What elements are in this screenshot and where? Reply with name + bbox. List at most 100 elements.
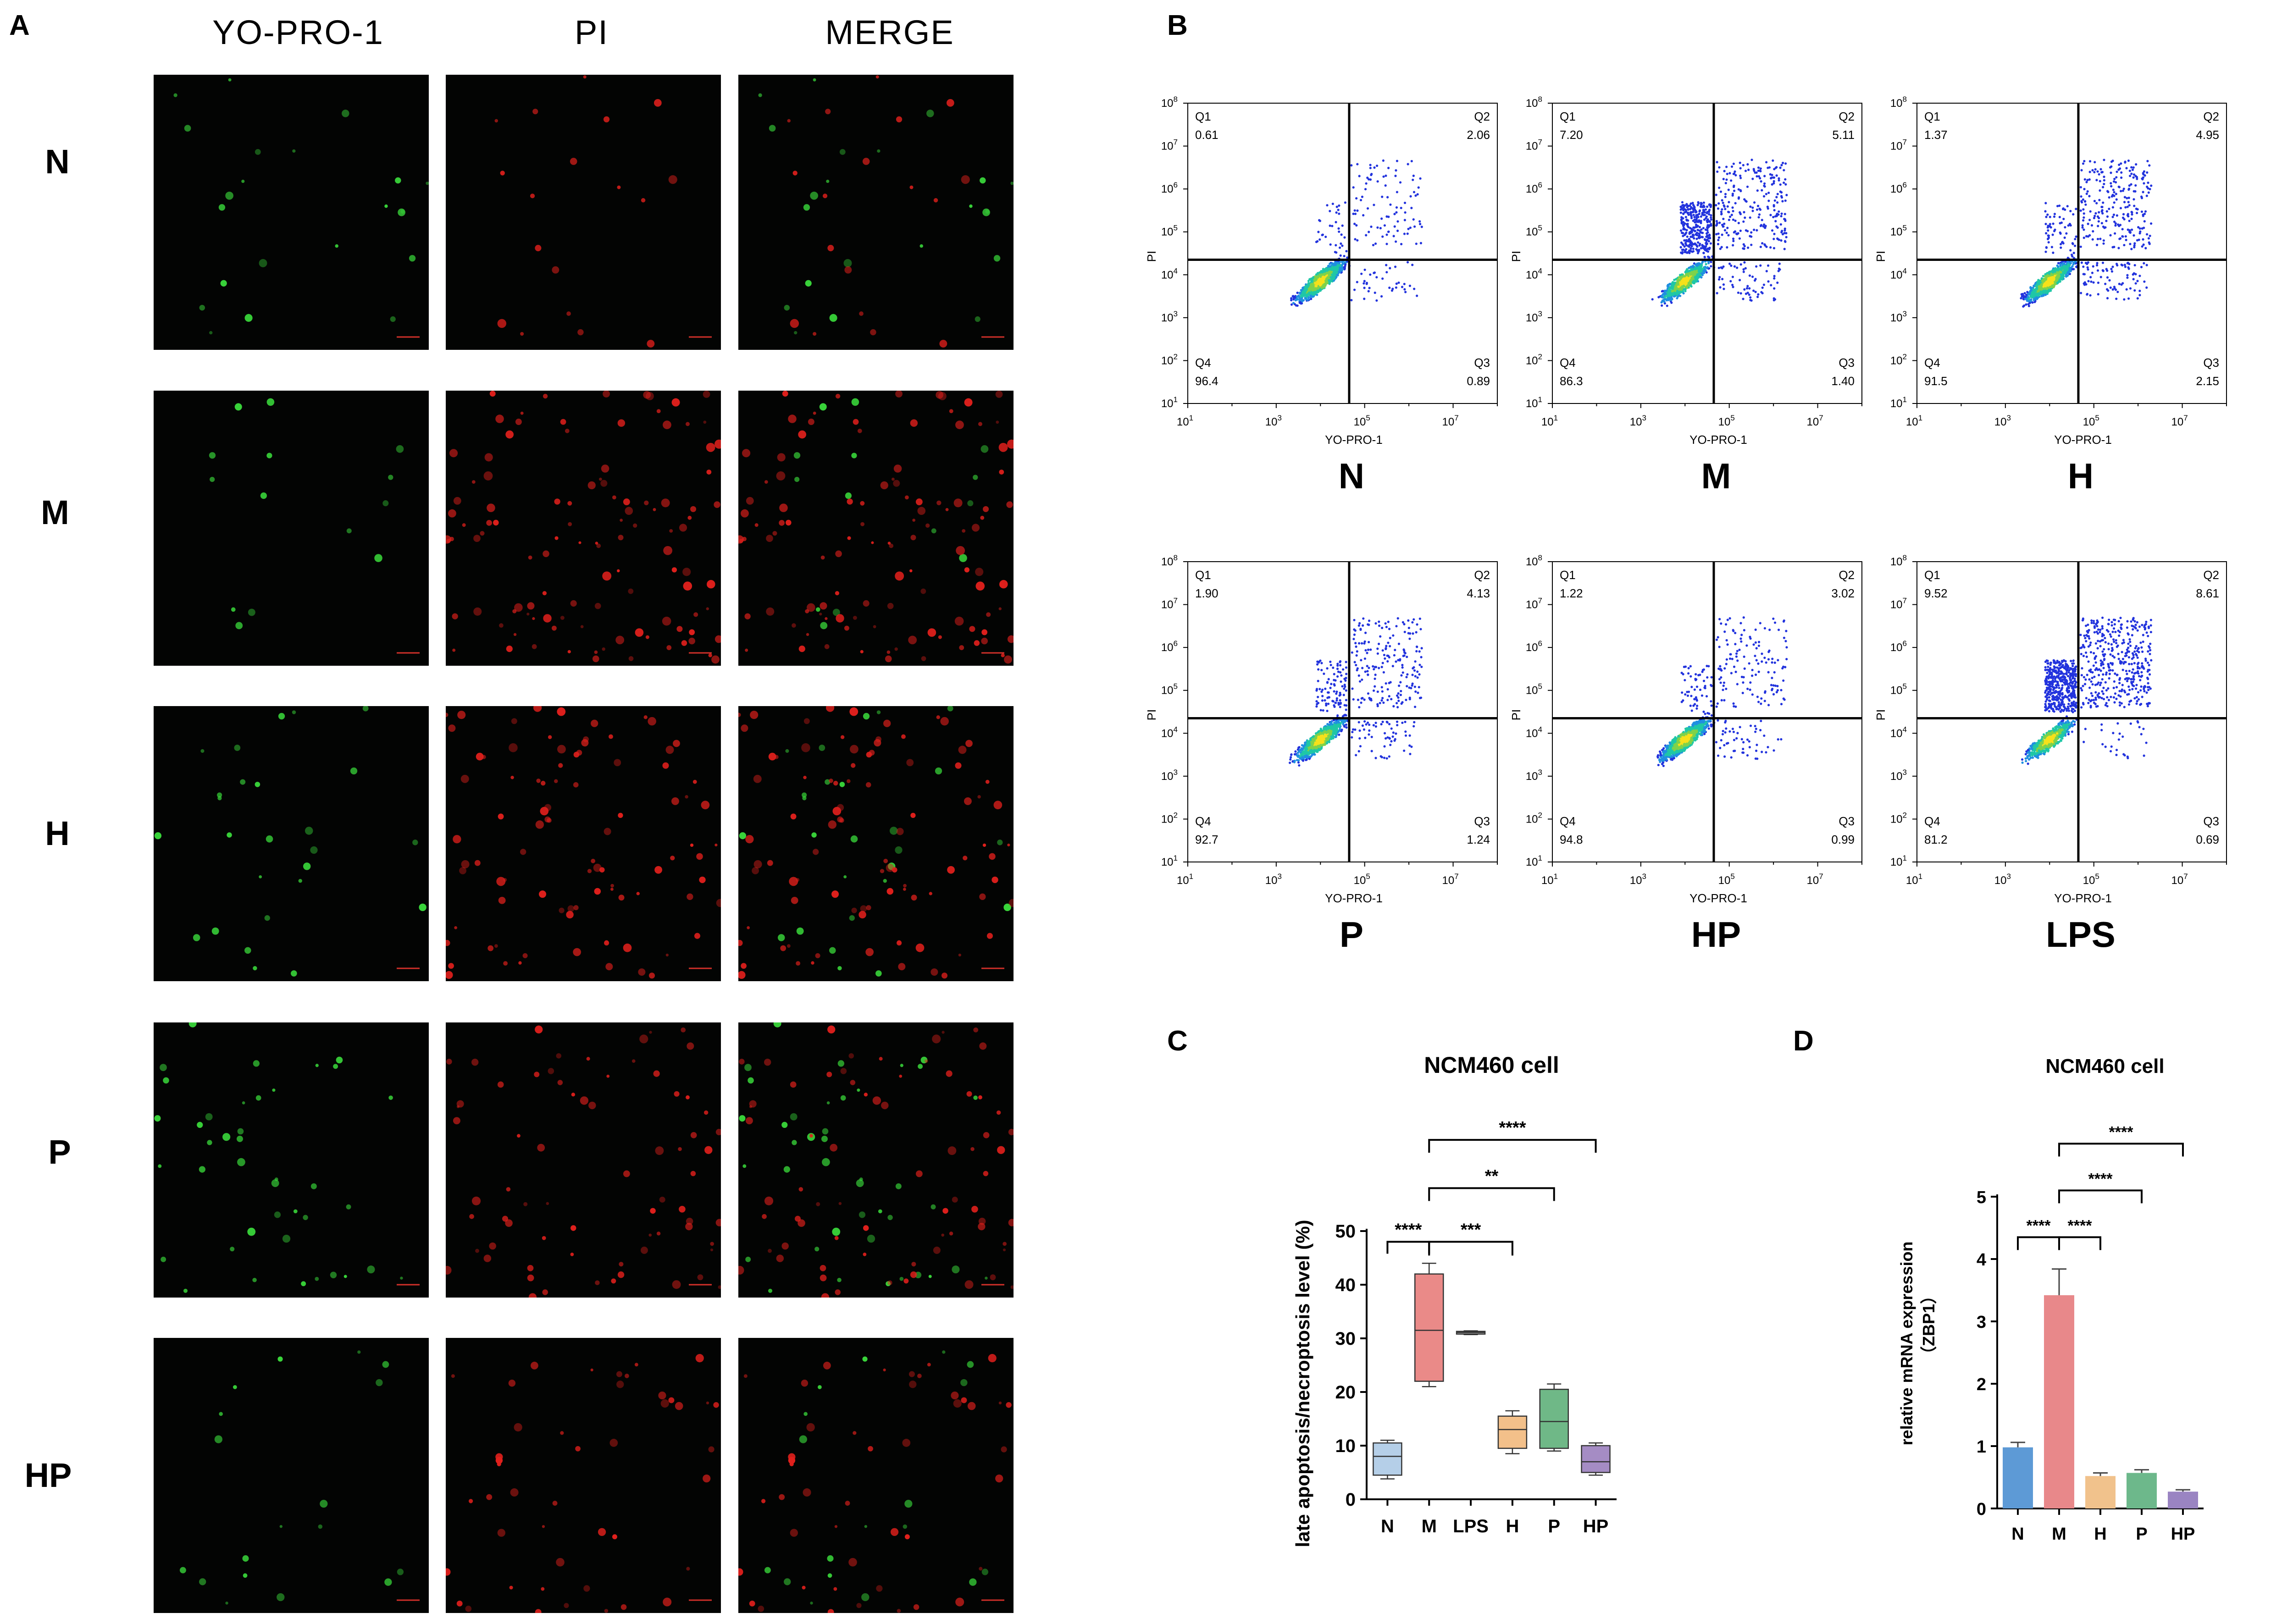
green-cell <box>184 125 191 132</box>
event-dot <box>1673 281 1676 284</box>
red-cell <box>896 828 904 835</box>
red-cell <box>868 1446 873 1452</box>
y-tick-label: 101 <box>1161 395 1178 410</box>
red-cell <box>707 582 712 588</box>
red-cell <box>669 529 673 533</box>
event-dot <box>1395 211 1398 214</box>
green-cell <box>342 110 349 117</box>
green-cell <box>857 1088 860 1092</box>
event-dot <box>2112 188 2115 191</box>
event-dot <box>1673 278 1676 282</box>
event-dot <box>1695 238 1698 240</box>
green-cell <box>318 1524 323 1529</box>
red-cell <box>686 1095 690 1099</box>
red-cell <box>456 1600 463 1607</box>
event-dot <box>1394 175 1397 177</box>
event-dot <box>2051 233 2054 236</box>
red-cell <box>887 541 891 545</box>
green-cell <box>160 1064 167 1072</box>
event-dot <box>1686 206 1689 209</box>
event-dot <box>2125 288 2128 291</box>
event-dot <box>1318 238 1321 241</box>
event-dot <box>1747 168 1750 171</box>
event-dot <box>1366 207 1369 210</box>
red-cell <box>903 1278 909 1284</box>
event-dot <box>1775 166 1778 169</box>
red-cell <box>798 430 807 439</box>
event-dot <box>1680 241 1683 244</box>
event-dot <box>1781 230 1783 232</box>
event-dot <box>2142 243 2145 246</box>
green-cell <box>935 767 942 775</box>
red-cell <box>523 1202 528 1206</box>
event-dot <box>1340 242 1342 245</box>
red-cell <box>452 613 458 619</box>
red-cell <box>718 1285 721 1289</box>
x-tick-label: 105 <box>1354 414 1370 428</box>
event-dot <box>2065 232 2068 235</box>
red-cell <box>668 1397 675 1403</box>
red-cell <box>666 645 672 650</box>
red-cell <box>453 1117 460 1125</box>
green-cell <box>947 706 953 712</box>
event-dot <box>1759 245 1762 249</box>
event-dot <box>1318 273 1321 276</box>
event-dot <box>1697 241 1700 244</box>
green-cell <box>235 622 243 630</box>
red-cell <box>764 1059 771 1066</box>
event-dot <box>1684 271 1687 274</box>
red-cell <box>911 1262 916 1267</box>
event-dot <box>2075 235 2077 238</box>
red-cell <box>749 1600 755 1607</box>
event-dot <box>1385 233 1388 236</box>
event-dot <box>2047 241 2050 244</box>
event-dot <box>1679 208 1682 211</box>
green-cell <box>199 304 205 311</box>
event-dot <box>1705 263 1707 265</box>
event-dot <box>1684 290 1687 293</box>
event-dot <box>1771 229 1774 232</box>
event-dot <box>2122 188 2125 190</box>
event-dot <box>1375 164 1379 167</box>
red-cell <box>825 617 828 620</box>
red-cell <box>690 1171 696 1177</box>
event-dot <box>1722 177 1725 181</box>
event-dot <box>1670 285 1673 288</box>
red-cell <box>989 853 996 860</box>
red-cell <box>602 647 605 651</box>
event-dot <box>1781 161 1784 164</box>
red-cell <box>790 319 799 328</box>
event-dot <box>1319 275 1322 278</box>
green-cell <box>895 1183 902 1189</box>
red-cell <box>753 860 762 868</box>
event-dot <box>2132 176 2135 179</box>
event-dot <box>1681 201 1684 204</box>
event-dot <box>1671 290 1673 293</box>
event-dot <box>1697 221 1700 223</box>
green-cell <box>796 927 804 935</box>
red-cell <box>457 711 466 719</box>
red-cell <box>952 1196 958 1203</box>
red-cell <box>749 1105 752 1108</box>
event-dot <box>1748 293 1750 296</box>
event-dot <box>1336 261 1340 264</box>
red-cell <box>701 801 710 810</box>
event-dot <box>1750 299 1753 302</box>
event-dot <box>2053 215 2056 218</box>
event-dot <box>2143 262 2145 265</box>
red-cell <box>993 801 1002 810</box>
red-cell <box>796 961 801 966</box>
event-dot <box>1324 269 1326 272</box>
red-cell <box>856 1603 862 1608</box>
red-cell <box>699 876 706 884</box>
green-cell <box>382 500 389 507</box>
red-cell <box>871 541 874 544</box>
event-dot <box>1341 224 1344 227</box>
event-dot <box>2114 232 2116 235</box>
red-cell <box>835 550 842 558</box>
red-cell <box>825 706 835 712</box>
event-dot <box>2100 222 2103 225</box>
event-dot <box>1685 239 1688 242</box>
event-dot <box>1336 264 1339 267</box>
event-dot <box>1700 202 1702 204</box>
